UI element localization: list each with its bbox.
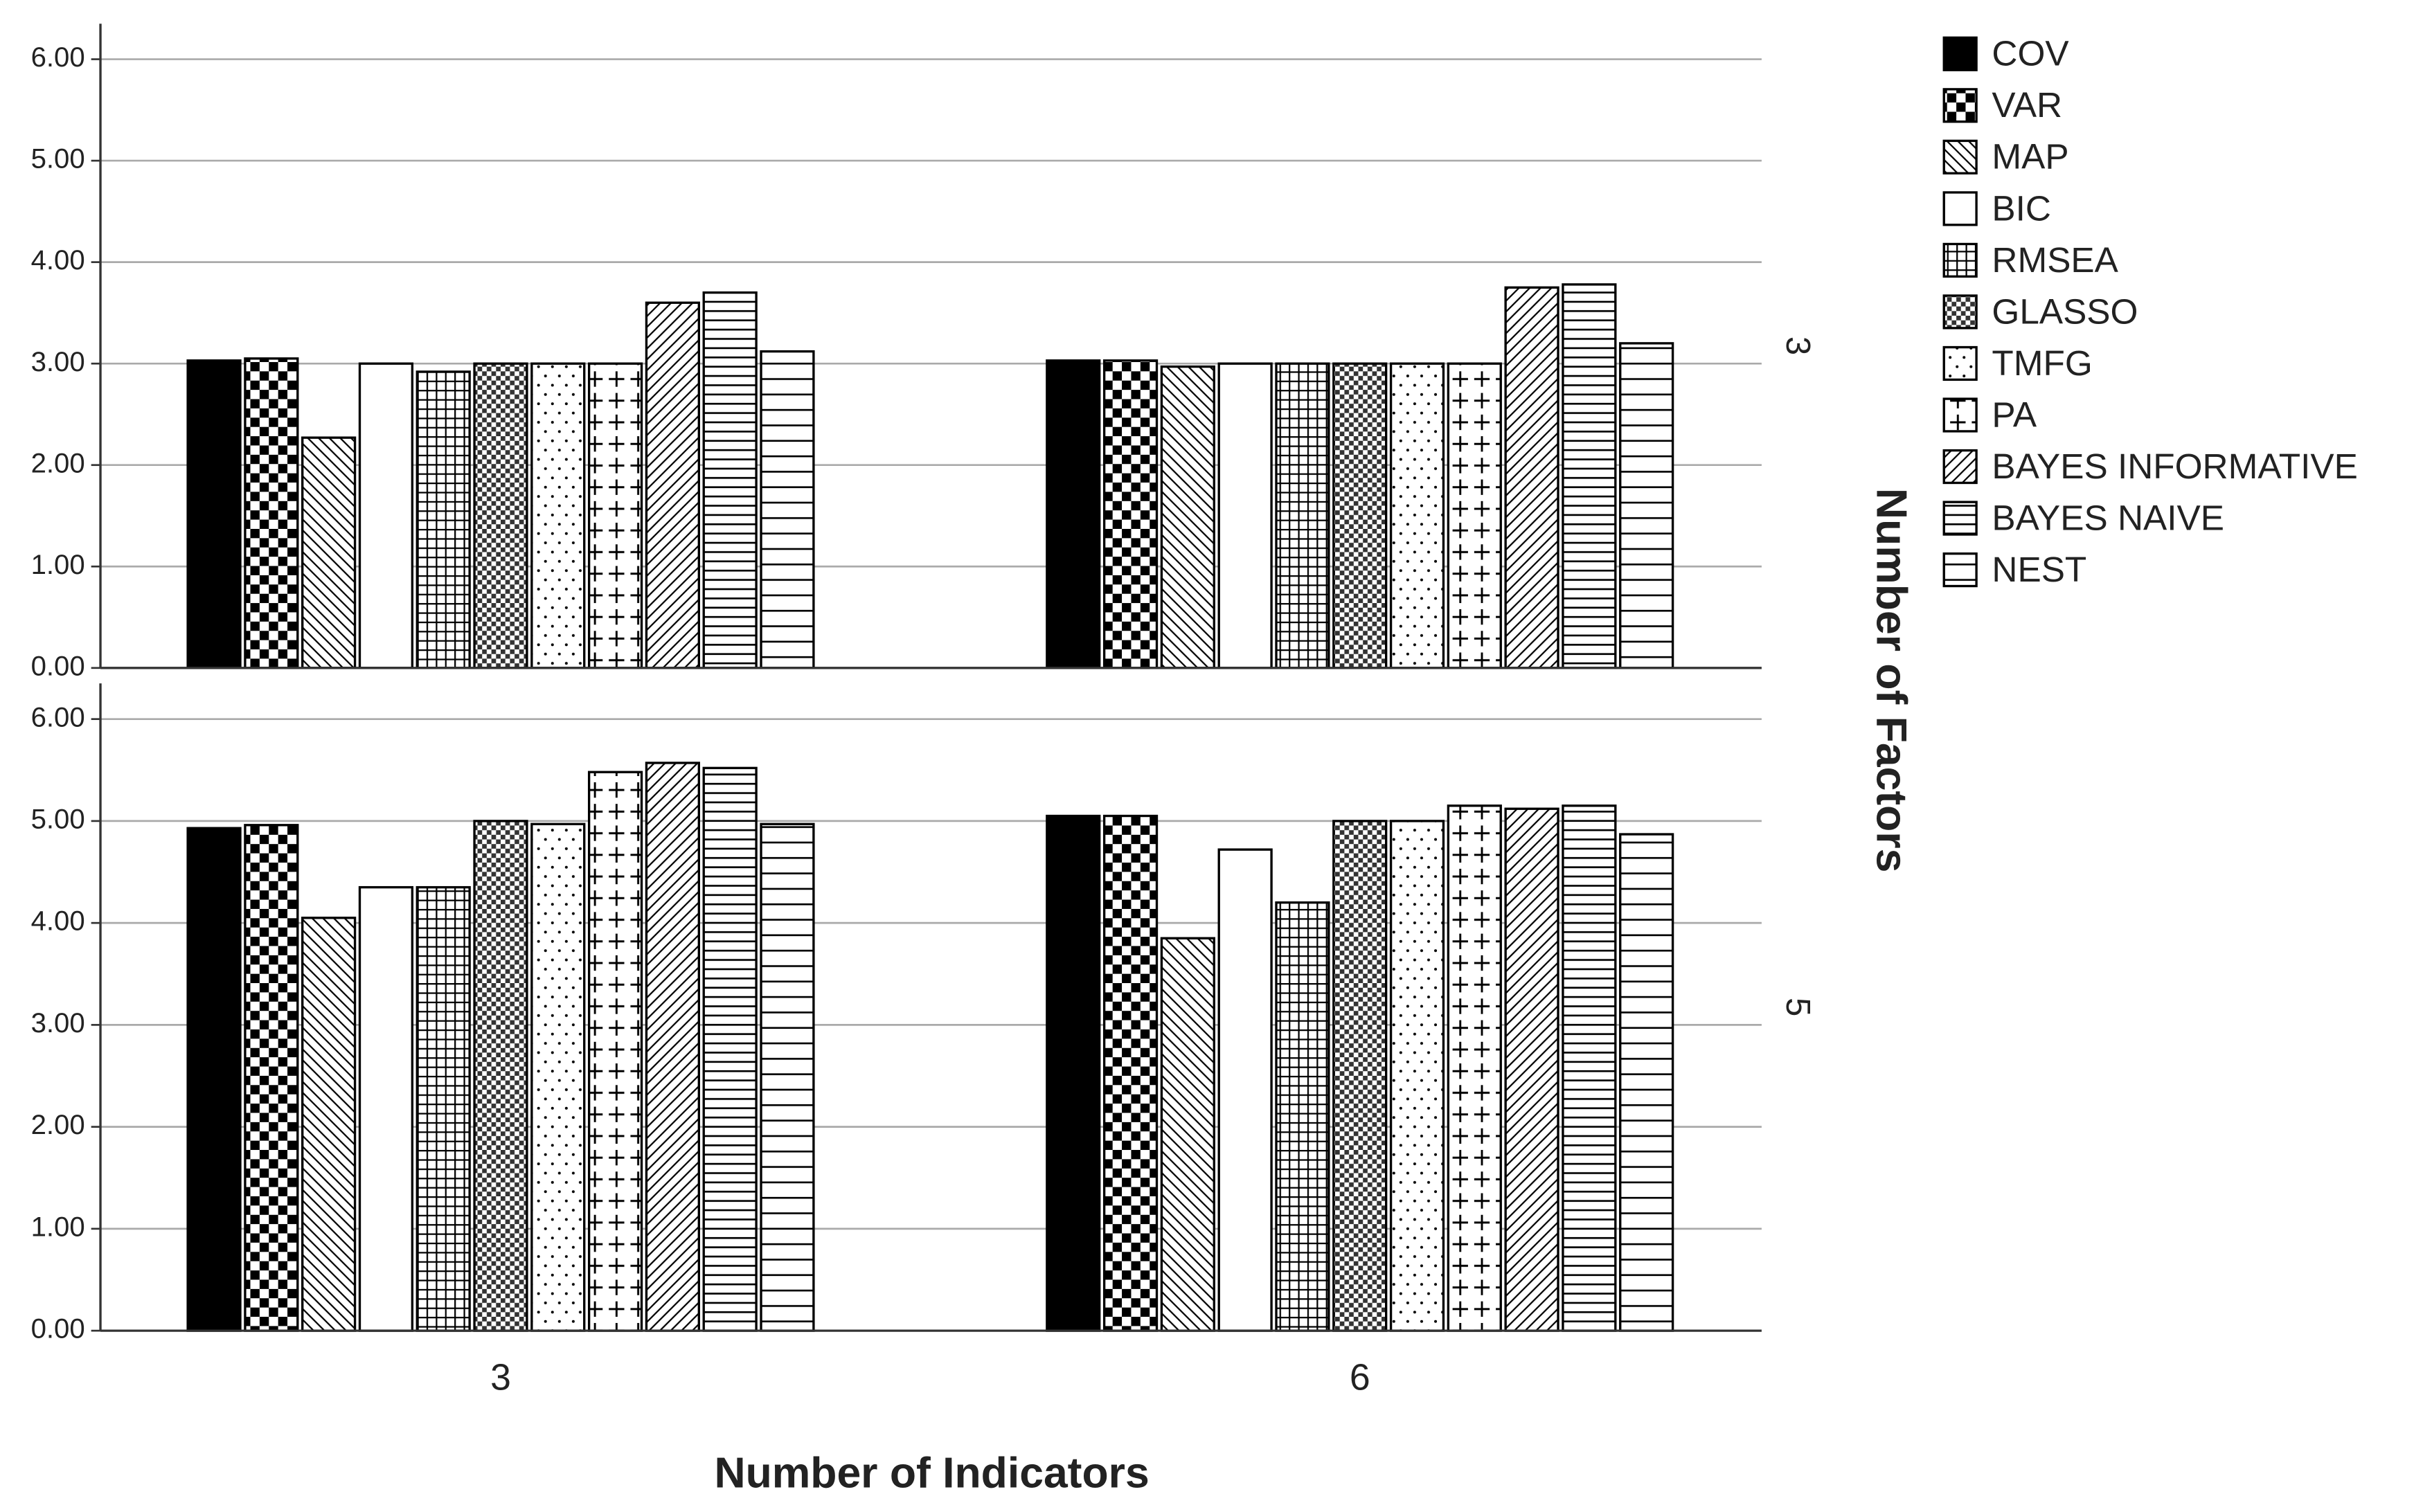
bar	[1102, 814, 1159, 1332]
bar	[1332, 362, 1388, 669]
bar	[587, 771, 643, 1332]
legend-swatch	[1942, 242, 1978, 278]
bar	[1562, 283, 1617, 669]
legend-swatch	[1942, 139, 1978, 174]
bar	[301, 436, 357, 669]
y-tick-label: 3.00	[31, 346, 85, 377]
bar	[1332, 820, 1388, 1332]
facet-title: Number of Factors	[1867, 488, 1915, 872]
bar	[702, 766, 758, 1332]
legend-swatch	[1942, 88, 1978, 123]
bar	[186, 827, 242, 1332]
legend-label: GLASSO	[1992, 291, 2138, 331]
bar	[1562, 804, 1617, 1332]
legend-swatch	[1942, 345, 1978, 381]
y-tick-label: 6.00	[31, 701, 85, 732]
legend-label: PA	[1992, 395, 2037, 434]
legend-label: RMSEA	[1992, 240, 2118, 280]
legend-label: BAYES NAIVE	[1992, 498, 2224, 537]
y-tick-label: 5.00	[31, 143, 85, 174]
y-tick-label: 2.00	[31, 447, 85, 478]
bar	[1160, 937, 1215, 1332]
bar	[415, 885, 471, 1332]
bar	[760, 350, 815, 669]
x-tick-label: 6	[1350, 1358, 1370, 1398]
bar	[1275, 901, 1330, 1332]
bar	[645, 762, 700, 1332]
y-tick-label: 4.00	[31, 906, 85, 937]
y-tick-label: 6.00	[31, 42, 85, 73]
bar	[1447, 804, 1502, 1332]
legend-swatch	[1942, 36, 1978, 71]
bar	[1160, 365, 1215, 669]
legend-label: VAR	[1992, 85, 2062, 125]
bar	[645, 301, 700, 669]
legend-label: MAP	[1992, 137, 2068, 177]
bar	[530, 822, 586, 1332]
bar	[1217, 848, 1273, 1332]
bar	[702, 291, 758, 669]
bar	[587, 362, 643, 669]
bar	[1447, 362, 1502, 669]
legend-label: BAYES INFORMATIVE	[1992, 447, 2357, 486]
bar	[1389, 362, 1445, 669]
bar	[1619, 833, 1674, 1332]
legend-label: BIC	[1992, 188, 2051, 228]
bar	[1389, 820, 1445, 1332]
x-tick-label: 3	[490, 1358, 511, 1398]
x-axis-title: Number of Indicators	[714, 1448, 1149, 1497]
bar	[473, 820, 528, 1332]
y-tick-label: 1.00	[31, 549, 85, 580]
bar	[358, 362, 414, 669]
legend-swatch	[1942, 552, 1978, 588]
bar	[530, 362, 586, 669]
bar	[1217, 362, 1273, 669]
legend-swatch	[1942, 449, 1978, 485]
legend-swatch	[1942, 397, 1978, 433]
bar	[473, 362, 528, 669]
bar	[1102, 359, 1159, 669]
bar	[1504, 286, 1559, 669]
bar	[186, 359, 242, 669]
bar	[358, 885, 414, 1332]
y-tick-label: 5.00	[31, 804, 85, 835]
y-tick-label: 1.00	[31, 1211, 85, 1242]
bar	[301, 917, 357, 1332]
y-tick-label: 0.00	[31, 650, 85, 681]
bar	[1275, 362, 1330, 669]
bar	[1046, 814, 1101, 1332]
y-tick-label: 4.00	[31, 244, 85, 276]
bar	[244, 357, 299, 669]
legend-label: TMFG	[1992, 343, 2092, 383]
facet-label: 5	[1779, 998, 1816, 1016]
y-tick-label: 0.00	[31, 1313, 85, 1344]
y-tick-label: 2.00	[31, 1109, 85, 1140]
legend-label: COV	[1992, 34, 2068, 73]
legend-label: NEST	[1992, 550, 2086, 589]
bar	[1504, 807, 1559, 1332]
legend-swatch	[1942, 501, 1978, 536]
bar	[415, 370, 471, 669]
y-tick-label: 3.00	[31, 1007, 85, 1038]
bar	[760, 822, 815, 1332]
bar	[244, 824, 299, 1332]
legend-swatch	[1942, 294, 1978, 330]
legend-swatch	[1942, 191, 1978, 226]
bar	[1046, 359, 1101, 669]
facet-label: 3	[1779, 336, 1816, 355]
bar	[1619, 342, 1674, 669]
